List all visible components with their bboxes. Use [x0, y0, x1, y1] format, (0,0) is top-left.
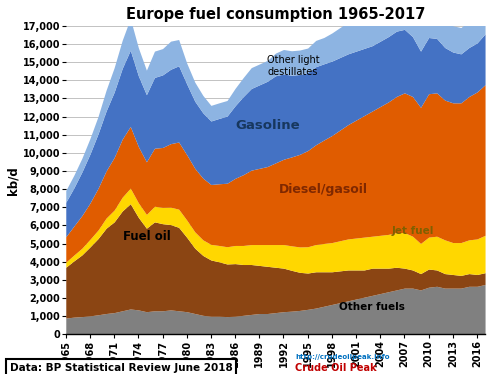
Text: Other fuels: Other fuels	[339, 302, 405, 312]
Text: Fuel oil: Fuel oil	[123, 230, 170, 243]
Text: Jet fuel: Jet fuel	[391, 226, 433, 236]
Text: Diesel/gasoil: Diesel/gasoil	[279, 183, 369, 196]
Title: Europe fuel consumption 1965-2017: Europe fuel consumption 1965-2017	[126, 7, 425, 22]
Text: Gasoline: Gasoline	[235, 119, 300, 132]
Text: Other light
destillates: Other light destillates	[267, 55, 320, 77]
Y-axis label: kb/d: kb/d	[7, 166, 20, 194]
Text: Data: BP Statistical Review June 2018: Data: BP Statistical Review June 2018	[10, 363, 233, 373]
Text: http://crudeoilpeak.info: http://crudeoilpeak.info	[295, 354, 390, 360]
Text: Crude Oil Peak: Crude Oil Peak	[295, 363, 377, 373]
